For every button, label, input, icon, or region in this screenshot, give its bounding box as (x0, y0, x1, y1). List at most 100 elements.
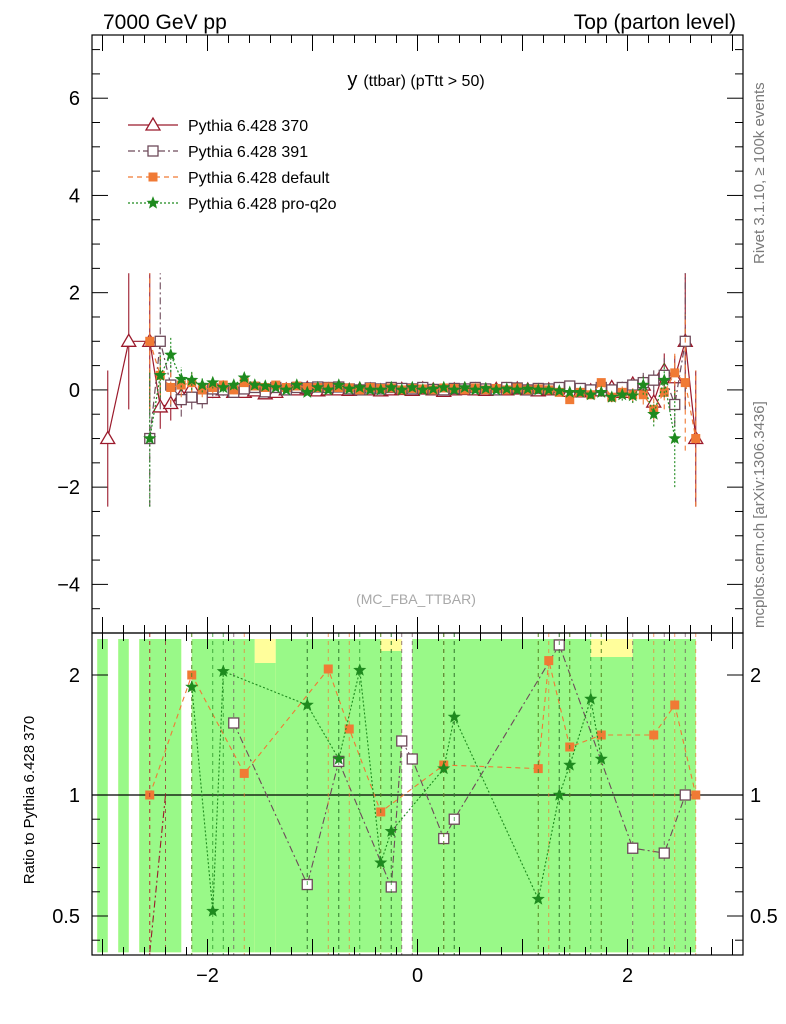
ratio-point (670, 700, 680, 710)
y-tick-label: −2 (57, 477, 80, 499)
data-point (691, 434, 701, 444)
data-point (584, 387, 598, 401)
data-point (596, 378, 606, 388)
x-tick-label: 0 (412, 965, 423, 987)
data-point (615, 387, 629, 401)
ratio-point (300, 698, 314, 711)
ratio-point (396, 735, 408, 747)
data-point (669, 398, 681, 411)
data-point (195, 378, 209, 391)
data-point (552, 384, 566, 397)
ratio-point (563, 758, 577, 771)
watermark: (MC_FBA_TTBAR) (356, 591, 476, 607)
legend-label: Pythia 6.428 default (188, 170, 330, 187)
ratio-point (679, 789, 691, 801)
ratio-y-tick-label: 0.5 (52, 906, 80, 928)
data-point (290, 378, 304, 391)
ratio-point (658, 847, 670, 859)
ratio-ylabel: Ratio to Pythia 6.428 370 (21, 716, 38, 884)
ratio-point (649, 730, 659, 740)
ratio-line (149, 794, 167, 953)
ratio-point (437, 761, 451, 775)
legend-marker (146, 196, 160, 209)
title-symbol: y (347, 69, 357, 91)
ratio-point (627, 842, 639, 854)
ratio-point (206, 904, 220, 917)
uncertainty-band-inner (412, 639, 444, 953)
data-point (145, 336, 155, 346)
ratio-series-2 (185, 633, 608, 955)
data-point (248, 378, 262, 391)
uncertainty-band-inner (590, 657, 633, 953)
data-point (573, 385, 587, 398)
data-point (680, 378, 690, 388)
series-1 (144, 273, 691, 507)
data-point (185, 373, 199, 386)
data-point (258, 379, 272, 392)
data-point (405, 380, 419, 393)
data-point (647, 407, 661, 420)
data-point (565, 395, 575, 405)
ratio-point (353, 663, 367, 676)
data-point (668, 431, 682, 445)
legend-marker (148, 172, 158, 182)
legend-label: Pythia 6.428 pro-q2o (188, 196, 337, 213)
y-tick-label: −4 (57, 574, 80, 596)
y-tick-label: 4 (69, 185, 80, 207)
uncertainty-band-inner (443, 639, 591, 953)
data-point (458, 380, 472, 393)
data-point (216, 380, 230, 393)
y-tick-label: 6 (69, 88, 80, 110)
data-point (174, 372, 188, 385)
y-tick-label: 2 (69, 283, 80, 305)
ratio-y-tick-label-right: 0.5 (750, 906, 778, 928)
data-point (143, 431, 157, 445)
main-plot: −4 −2 0 2 4 6 y (ttbar) (pTtt > 50) Pythia 6.4… (57, 34, 744, 634)
rivet-label: Rivet 3.1.10, ≥ 100k events (751, 82, 768, 264)
data-point (186, 391, 198, 403)
legend-label: Pythia 6.428 370 (188, 118, 308, 135)
data-point (279, 383, 293, 396)
data-point (206, 375, 220, 389)
main-plot-title: y (ttbar) (pTtt > 50) (347, 69, 484, 91)
header-left: 7000 GeV pp (103, 11, 227, 34)
data-point (166, 382, 176, 392)
data-point (332, 378, 346, 391)
ratio-point (228, 717, 240, 729)
uncertainty-band-inner (97, 639, 108, 953)
data-point (594, 385, 608, 398)
ratio-point (406, 753, 418, 765)
data-point (542, 383, 556, 396)
data-point (521, 382, 535, 395)
data-point (269, 380, 283, 393)
ratio-y-tick-label-right: 1 (750, 785, 761, 807)
mcplots-label: mcplots.cern.ch [arXiv:1306.3436] (751, 401, 768, 628)
ratio-point (216, 664, 230, 677)
legend-label: Pythia 6.428 391 (188, 144, 308, 161)
data-point (120, 333, 137, 347)
data-point (648, 374, 660, 386)
data-point (342, 382, 356, 395)
ratio-point (323, 664, 333, 674)
data-point (626, 388, 640, 402)
ratio-y-tick-label: 1 (69, 785, 80, 807)
title-detail: (ttbar) (pTtt > 50) (363, 73, 484, 90)
data-point (510, 383, 524, 396)
data-point (154, 335, 166, 347)
x-tick-label: 2 (622, 965, 633, 987)
data-point (416, 383, 430, 396)
uncertainty-band-inner (254, 663, 276, 953)
data-point (670, 368, 680, 378)
ratio-point (584, 692, 598, 705)
ratio-point (185, 680, 199, 693)
ratio-series-3 (149, 633, 167, 955)
data-point (489, 383, 503, 396)
header-right: Top (parton level) (574, 11, 736, 34)
ratio-point (531, 892, 545, 905)
uncertainty-band-inner (139, 639, 150, 953)
data-point (374, 383, 388, 396)
data-point (479, 381, 493, 394)
data-point (99, 430, 116, 445)
legend-marker (147, 145, 159, 157)
